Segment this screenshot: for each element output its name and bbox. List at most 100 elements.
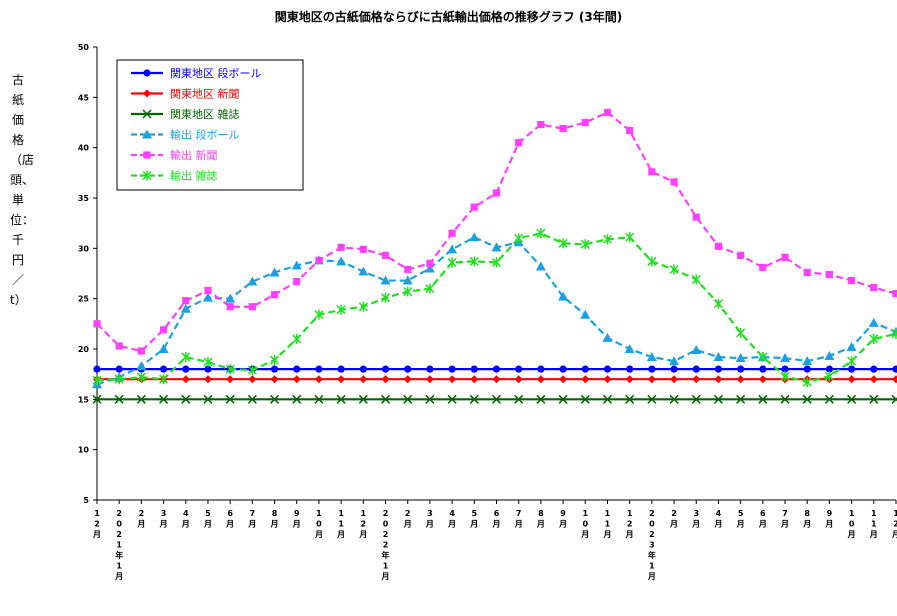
data-point [514,233,524,244]
legend-marker [142,129,152,139]
data-point [648,168,656,176]
chart-title: 関東地区の古紙価格ならびに古紙輸出価格の推移グラフ (3年間) [274,10,623,24]
data-point [292,333,302,344]
data-point [537,365,545,373]
data-point [380,394,391,404]
data-point [182,297,190,305]
data-point [558,394,568,404]
data-point [626,126,634,135]
legend-label: 関東地区 段ボール [170,66,262,80]
data-point [202,292,213,302]
data-point [292,394,302,404]
series-1 [93,375,897,384]
legend-label: 関東地区 雑誌 [170,107,240,121]
y-tick-label: 50 [78,43,90,52]
data-point [670,178,678,186]
y-tick-label: 15 [78,395,90,404]
data-point [181,352,191,363]
data-point [203,394,213,404]
data-point [469,394,479,404]
data-point [470,203,478,211]
data-point [315,365,323,373]
data-point [735,353,746,363]
data-point [869,375,878,384]
data-point [404,365,412,373]
data-point [780,371,790,382]
data-point [270,355,280,366]
data-point [669,356,680,366]
data-point [492,365,501,373]
data-point [136,394,146,404]
data-point [691,345,702,355]
data-point [648,365,656,373]
data-point [447,257,457,268]
data-point [448,375,457,384]
data-point [870,283,878,292]
data-point [892,375,897,384]
data-point [825,365,834,373]
data-point [93,320,101,328]
data-point [203,375,212,384]
data-point [380,275,391,285]
data-point [182,365,190,373]
legend-item: 輸出 新聞 [131,148,218,162]
data-point [336,256,347,266]
data-point [426,259,434,268]
data-point [248,303,256,311]
data-point [492,375,501,384]
data-point [536,375,545,384]
data-point [448,365,456,373]
data-point [358,266,369,276]
data-point [247,394,257,404]
data-point [247,276,258,286]
data-point [781,365,789,373]
data-point [293,277,301,286]
data-point [824,371,834,382]
data-point [115,342,123,350]
data-point [337,375,346,384]
data-point [891,328,897,339]
data-point [181,394,191,404]
axes: 5 10 15 20 25 30 35 40 45 50 1 2 月 2 0 2 1 年 1 月 2 月 3 月 4 月 5 月 6 月 7… [78,43,897,581]
legend-marker [143,89,151,98]
y-tick-label: 25 [78,295,90,304]
data-point [758,352,768,363]
legend-box [116,59,304,191]
data-point [159,365,168,373]
data-point [714,375,723,384]
data-point [848,276,856,285]
data-point [269,267,280,277]
data-point [515,139,523,147]
data-point [846,341,857,351]
data-point [892,365,897,373]
data-point [558,238,568,249]
data-point [93,365,101,373]
data-point [602,394,613,404]
data-point [203,357,213,368]
data-point [447,244,458,254]
data-point [359,375,368,384]
data-point [625,232,635,243]
data-point [514,375,523,384]
data-point [291,260,302,270]
data-point [869,333,879,344]
data-point [536,228,546,239]
data-point [647,375,656,384]
y-tick-label: 30 [78,244,90,253]
data-point [358,301,368,312]
data-point [270,394,280,404]
